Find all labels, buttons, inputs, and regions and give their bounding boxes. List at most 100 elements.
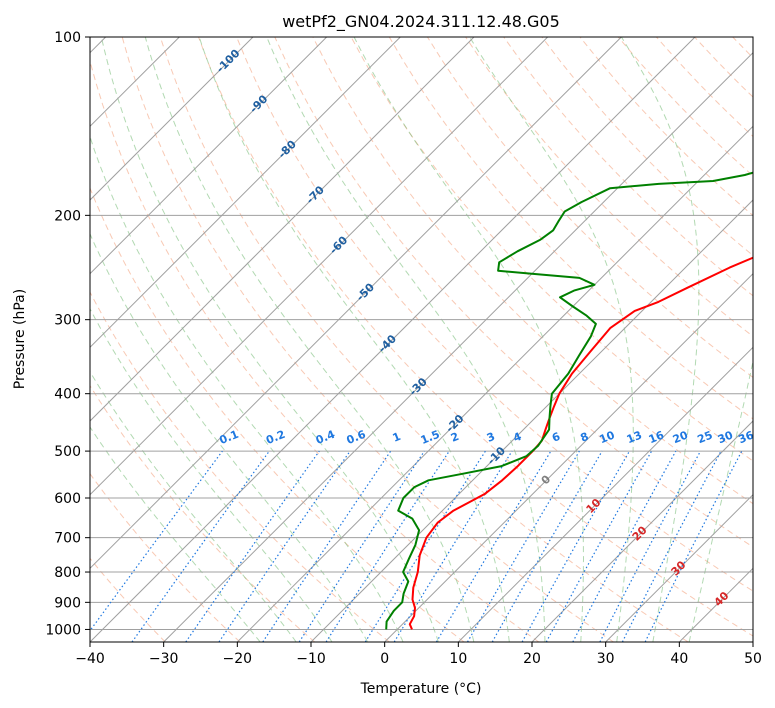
- dry-adiabat-label: -20: [443, 412, 466, 435]
- mixing-ratio-label: 2: [449, 430, 461, 445]
- dry-adiabat: [159, 37, 689, 642]
- y-tick-label: 500: [54, 444, 81, 460]
- mixing-ratio-label: 8: [579, 430, 591, 445]
- y-tick-label: 400: [54, 387, 81, 403]
- mixing-ratio-line: [131, 450, 270, 642]
- mixing-ratio-label: 0.1: [218, 428, 241, 447]
- moist-adiabat: [90, 135, 404, 642]
- dry-adiabat: [90, 384, 316, 642]
- moist-adiabat: [90, 426, 261, 642]
- isotherm: [90, 37, 696, 642]
- isotherm: [605, 493, 753, 642]
- isotherm: [310, 199, 753, 642]
- mixing-ratio-label: 1: [391, 430, 403, 445]
- plot-frame: [89, 36, 754, 643]
- dry-adiabat: [388, 37, 753, 420]
- moist-adiabat: [90, 232, 369, 642]
- mixing-ratio-label: 0.4: [314, 428, 337, 447]
- x-axis-title: Temperature (°C): [360, 681, 482, 697]
- mixing-ratio-line: [521, 450, 631, 642]
- mixing-ratio-line: [325, 450, 450, 642]
- moist-adiabat: [620, 37, 700, 642]
- y-tick-label: 900: [54, 595, 81, 611]
- x-tick-label: −40: [75, 651, 105, 667]
- x-tick-label: 0: [380, 651, 389, 667]
- y-tick-label: 100: [54, 30, 81, 46]
- dry-adiabat: [90, 59, 540, 642]
- isotherm: [531, 420, 753, 642]
- moist-adiabat: [469, 37, 634, 642]
- isotherm: [90, 37, 549, 496]
- x-tick-label: 30: [597, 651, 615, 667]
- mixing-ratio-label: 0.6: [345, 428, 368, 447]
- isotherm: [752, 641, 753, 642]
- isotherm: [90, 37, 328, 275]
- isotherm: [236, 125, 753, 642]
- moist-adiabat: [90, 307, 333, 642]
- dry-adiabat: [350, 37, 753, 462]
- dry-adiabat: [312, 37, 753, 505]
- dry-adiabat: [771, 37, 775, 642]
- moist-adiabat: [688, 359, 753, 642]
- x-tick-label: 40: [670, 651, 688, 667]
- dry-adiabat-label: -60: [327, 233, 350, 256]
- mixing-ratio-label: 4: [511, 430, 523, 445]
- x-tick-label: 20: [523, 651, 541, 667]
- x-tick-label: 50: [744, 651, 762, 667]
- dry-adiabat: [426, 37, 753, 378]
- dry-adiabat: [694, 37, 753, 98]
- mixing-ratio-label: 10: [598, 428, 617, 446]
- mixing-ratio-label: 3: [485, 430, 497, 445]
- mixing-ratio-label: 6: [550, 430, 562, 445]
- isotherm: [457, 346, 753, 642]
- dry-adiabat: [465, 37, 753, 338]
- chart-title: wetPf2_GN04.2024.311.12.48.G05: [282, 12, 560, 32]
- x-tick-label: −10: [296, 651, 326, 667]
- dry-adiabat: [503, 37, 753, 297]
- moist-adiabat: [144, 37, 475, 642]
- x-tick-label: −20: [223, 651, 253, 667]
- profiles: [385, 171, 753, 630]
- dry-adiabat: [541, 37, 753, 257]
- y-tick-label: 800: [54, 565, 81, 581]
- mixing-ratio-label: 20: [671, 428, 690, 446]
- dry-adiabat: [732, 37, 753, 59]
- isotherm: [90, 37, 254, 201]
- moist-adiabat: [100, 37, 439, 642]
- mixing-ratio-line: [90, 450, 223, 632]
- mixing-ratio-label: 36: [737, 428, 756, 446]
- dry-adiabat: [90, 186, 465, 642]
- moist-adiabat: [90, 370, 297, 642]
- mixing-ratio-line: [364, 450, 486, 642]
- y-tick-label: 1000: [45, 622, 81, 638]
- dry-adiabat: [656, 37, 753, 138]
- moist-adiabat: [198, 37, 510, 642]
- mixing-ratio-label: 16: [647, 428, 666, 446]
- mixing-ratio-label: 30: [716, 428, 735, 446]
- mixing-ratio-line: [621, 450, 722, 642]
- dry-adiabat-label: 10: [584, 496, 604, 516]
- mixing-ratio-line: [572, 450, 677, 642]
- dry-adiabat: [236, 37, 753, 592]
- mixing-ratio-line: [599, 450, 702, 642]
- dry-adiabat: [274, 37, 753, 548]
- moist-adiabat: [266, 37, 546, 642]
- dewpoint-profile: [385, 171, 753, 630]
- axes: −40 −30 −20 −10 0 10 20 30 40 5010020030040050060…: [45, 30, 762, 667]
- isotherm: [384, 272, 753, 642]
- isotherm: [90, 37, 401, 349]
- mixing-ratio-label: 0.2: [264, 428, 287, 447]
- isotherm: [90, 37, 475, 422]
- isotherm: [90, 37, 622, 570]
- x-tick-label: 10: [449, 651, 467, 667]
- dry-adiabat: [90, 291, 390, 642]
- mixing-ratio-label: 25: [695, 428, 714, 446]
- mixing-ratio-line: [218, 450, 351, 642]
- mixing-ratio-line: [435, 450, 552, 642]
- isotherm: [678, 567, 753, 642]
- mixing-ratio-line: [298, 450, 425, 642]
- y-axis-title: Pressure (hPa): [12, 289, 28, 389]
- mixing-ratio-label: 13: [625, 428, 644, 446]
